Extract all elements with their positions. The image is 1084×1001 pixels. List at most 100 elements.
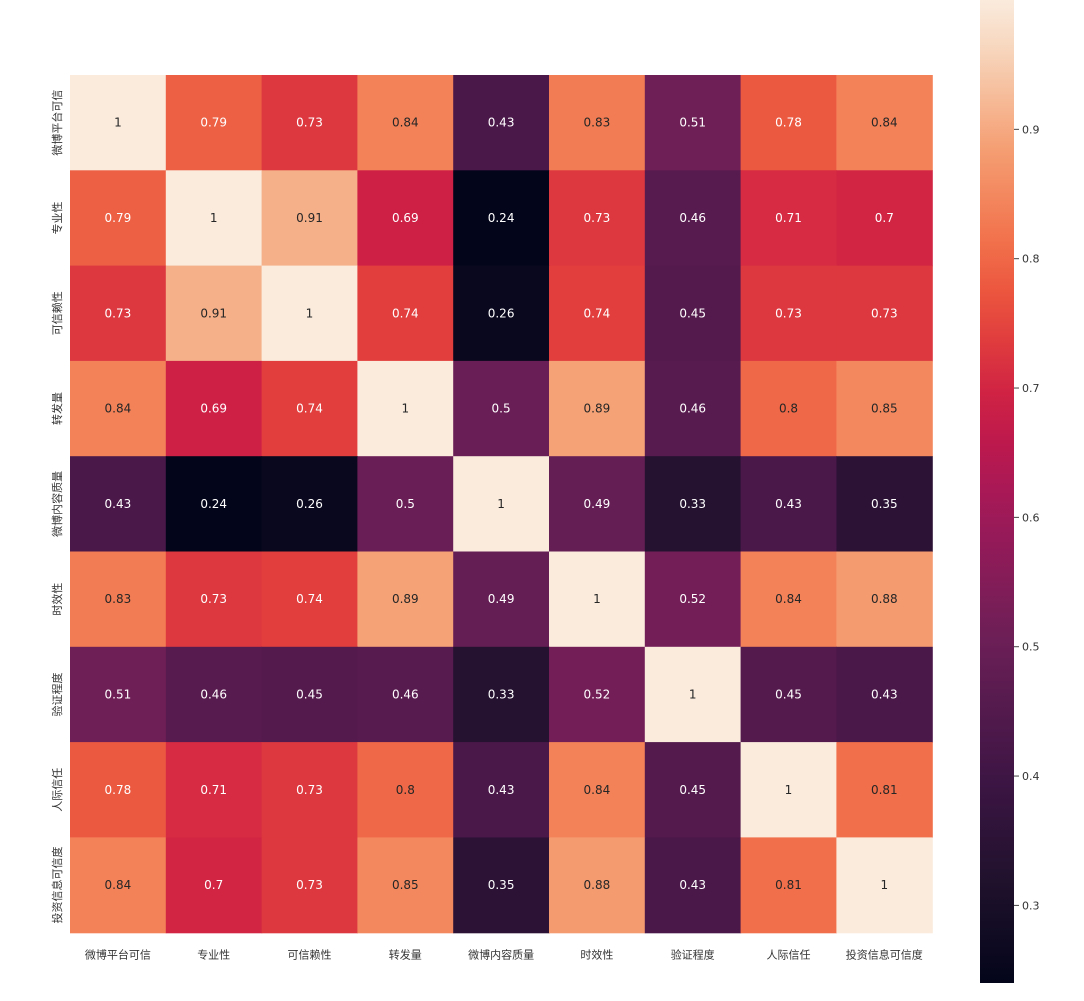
heatmap-cell xyxy=(70,75,167,171)
y-tick-label: 专业性 xyxy=(50,201,64,234)
colorbar-tick-label: 0.6 xyxy=(1022,511,1040,524)
heatmap-cell xyxy=(453,360,550,457)
heatmap-cell xyxy=(549,170,646,267)
cell-annotation: 0.26 xyxy=(488,306,515,320)
cell-annotation: 0.85 xyxy=(392,878,419,892)
heatmap-cell xyxy=(357,551,454,648)
heatmap-cell xyxy=(357,837,454,934)
cell-annotation: 0.8 xyxy=(396,783,415,797)
cell-annotation: 0.79 xyxy=(200,116,227,130)
heatmap-cell xyxy=(836,837,933,934)
x-tick-label: 人际信任 xyxy=(767,949,811,962)
cell-annotation: 0.78 xyxy=(775,116,802,130)
heatmap-cell xyxy=(549,742,646,838)
heatmap-cell xyxy=(453,646,550,743)
cell-annotation: 0.46 xyxy=(679,211,706,225)
y-tick-label: 人际信任 xyxy=(51,768,64,812)
cell-annotation: 0.83 xyxy=(584,116,611,130)
cell-annotation: 1 xyxy=(114,116,122,130)
cell-annotation: 0.43 xyxy=(488,783,515,797)
heatmap-cell xyxy=(453,837,550,934)
cell-annotation: 0.35 xyxy=(871,497,898,511)
heatmap-cell xyxy=(740,360,837,457)
heatmap-cell xyxy=(165,837,263,934)
heatmap-cell xyxy=(836,456,933,553)
x-tick-label: 投资信息可信度 xyxy=(846,948,923,962)
heatmap-cell xyxy=(261,551,358,648)
cell-annotation: 0.49 xyxy=(584,497,611,511)
heatmap-cell xyxy=(549,265,646,362)
heatmap-cell xyxy=(357,170,454,267)
heatmap-cell xyxy=(453,456,550,553)
cell-annotation: 0.69 xyxy=(392,211,419,225)
cell-annotation: 0.74 xyxy=(296,402,323,416)
heatmap-cell xyxy=(453,551,550,648)
cell-annotation: 0.88 xyxy=(871,592,898,606)
heatmap-cell xyxy=(261,456,358,553)
heatmap-cell xyxy=(740,456,837,553)
colorbar-tick-label: 0.4 xyxy=(1022,770,1040,783)
cell-annotation: 0.49 xyxy=(488,592,515,606)
cell-annotation: 0.33 xyxy=(679,497,706,511)
heatmap-cell xyxy=(165,742,263,838)
cell-annotation: 0.71 xyxy=(775,211,802,225)
heatmap-cell xyxy=(836,170,933,267)
heatmap-cell xyxy=(165,551,263,648)
x-tick-label: 验证程度 xyxy=(671,948,715,962)
cell-annotation: 0.46 xyxy=(392,687,419,701)
cell-annotation: 1 xyxy=(689,687,697,701)
cell-annotation: 0.45 xyxy=(679,783,706,797)
cell-annotation: 0.84 xyxy=(105,402,132,416)
heatmap-cell xyxy=(70,170,167,267)
colorbar-tick-label: 0.7 xyxy=(1022,382,1040,395)
cell-annotation: 0.33 xyxy=(488,687,515,701)
cell-annotation: 0.78 xyxy=(105,783,132,797)
heatmap-cell xyxy=(357,265,454,362)
heatmap-cell xyxy=(357,646,454,743)
heatmap-cell xyxy=(165,646,263,743)
cell-annotation: 0.46 xyxy=(679,402,706,416)
colorbar-gradient xyxy=(980,0,1014,983)
heatmap-cell xyxy=(740,75,837,171)
heatmap-cell xyxy=(70,646,167,743)
cell-annotation: 0.89 xyxy=(392,592,419,606)
y-tick-label: 转发量 xyxy=(50,392,64,425)
cell-annotation: 0.5 xyxy=(396,497,415,511)
cell-annotation: 0.79 xyxy=(105,211,132,225)
heatmap-cell xyxy=(740,837,837,934)
heatmap-cell xyxy=(357,75,454,171)
cell-annotation: 0.84 xyxy=(871,116,898,130)
heatmap-cell xyxy=(165,75,263,171)
cell-annotation: 1 xyxy=(497,497,505,511)
heatmap-cell xyxy=(261,837,358,934)
heatmap-cell xyxy=(644,551,742,648)
colorbar-tick-label: 0.8 xyxy=(1022,253,1040,266)
heatmap-cell xyxy=(357,360,454,457)
heatmap-cell xyxy=(740,646,837,743)
heatmap-cell xyxy=(644,456,742,553)
cell-annotation: 0.46 xyxy=(200,687,227,701)
cell-annotation: 0.52 xyxy=(679,592,706,606)
heatmap-cell xyxy=(644,75,742,171)
heatmap-cell xyxy=(357,456,454,553)
cell-annotation: 0.81 xyxy=(775,878,802,892)
cell-annotation: 0.52 xyxy=(584,687,611,701)
cell-annotation: 0.91 xyxy=(296,211,323,225)
heatmap-cell xyxy=(836,646,933,743)
heatmap-cell xyxy=(261,360,358,457)
heatmap-cell xyxy=(70,456,167,553)
cell-annotation: 0.43 xyxy=(488,116,515,130)
heatmap-cell xyxy=(261,265,358,362)
heatmap-cell xyxy=(644,360,742,457)
heatmap-cell xyxy=(70,837,167,934)
heatmap-cell xyxy=(644,646,742,743)
cell-annotation: 0.84 xyxy=(775,592,802,606)
heatmap-cell xyxy=(453,170,550,267)
cell-annotation: 0.45 xyxy=(775,687,802,701)
y-tick-label: 投资信息可信度 xyxy=(50,847,64,924)
cell-annotation: 1 xyxy=(880,878,888,892)
cell-annotation: 0.73 xyxy=(296,116,323,130)
heatmap-cell xyxy=(165,456,263,553)
y-tick-label: 验证程度 xyxy=(50,672,64,716)
